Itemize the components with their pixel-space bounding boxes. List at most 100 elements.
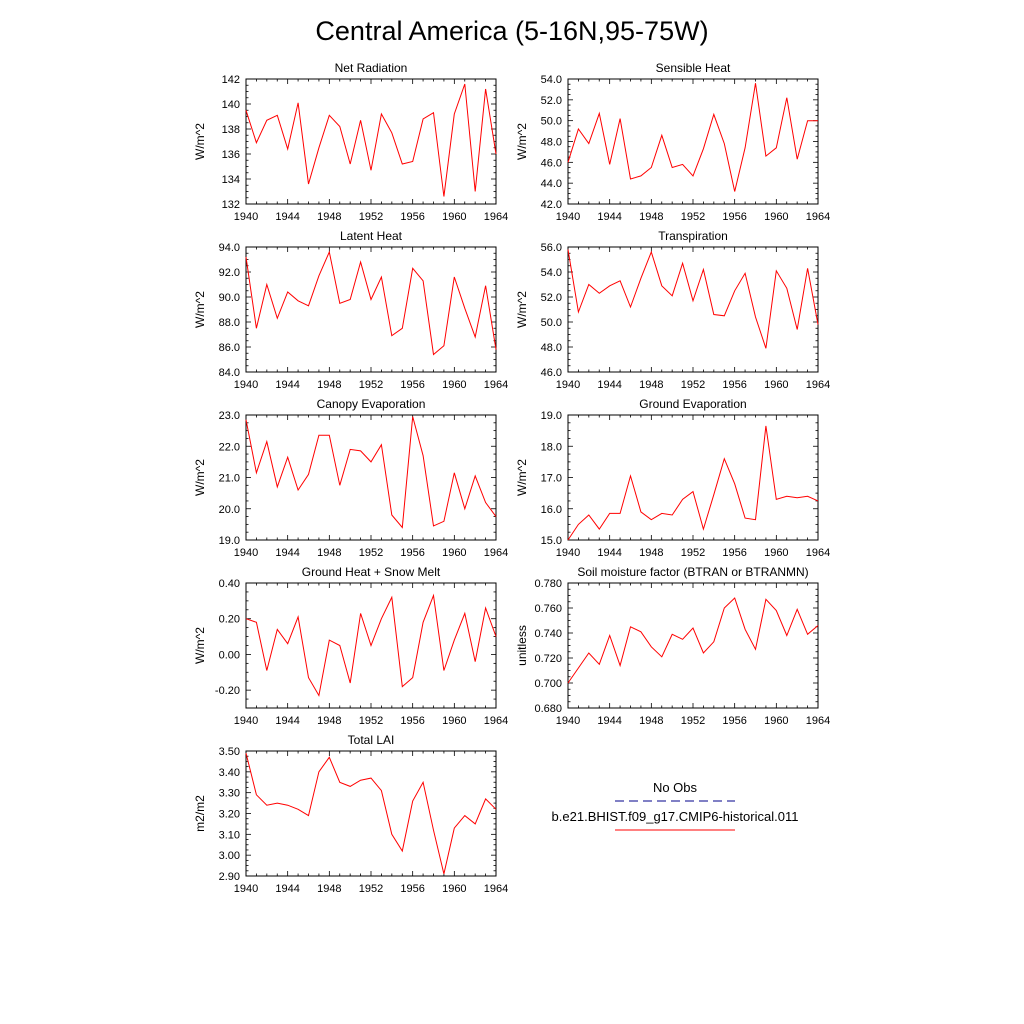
x-tick-label: 1940 xyxy=(234,883,258,895)
x-tick-label: 1960 xyxy=(764,211,788,223)
y-axis-label: m2/m2 xyxy=(193,795,207,832)
y-tick-label: 134 xyxy=(222,174,240,186)
chart-panel-8: Soil moisture factor (BTRAN or BTRANMN) u… xyxy=(515,565,830,727)
y-tick-label: 50.0 xyxy=(541,116,562,128)
y-tick-label: 15.0 xyxy=(541,535,562,547)
x-tick-label: 1952 xyxy=(359,547,383,559)
x-tick-label: 1960 xyxy=(442,715,466,727)
x-tick-label: 1940 xyxy=(234,379,258,391)
x-tick-label: 1940 xyxy=(556,211,580,223)
x-tick-label: 1944 xyxy=(275,883,299,895)
y-tick-label: 19.0 xyxy=(219,535,240,547)
chart-panel-3: Latent Heat W/m^2 1940 1944 1948 1952 1956 1960… xyxy=(193,229,508,391)
y-tick-label: 16.0 xyxy=(541,504,562,516)
y-tick-label: 94.0 xyxy=(219,242,240,254)
y-tick-label: 46.0 xyxy=(541,157,562,169)
y-tick-label: 3.50 xyxy=(219,746,240,758)
plot-frame xyxy=(567,414,819,541)
x-tick-label: 1952 xyxy=(681,547,705,559)
plot-frame xyxy=(245,414,497,541)
chart-panel-7: Ground Heat + Snow Melt W/m^2 1940 1944 1948… xyxy=(193,565,508,727)
y-tick-label: 21.0 xyxy=(219,473,240,485)
y-tick-label: 0.20 xyxy=(219,614,240,626)
x-tick-label: 1944 xyxy=(275,715,299,727)
y-tick-label: 88.0 xyxy=(219,317,240,329)
chart-panel-5: Canopy Evaporation W/m^2 1940 1944 1948 1952 1… xyxy=(193,397,508,559)
x-tick-label: 1964 xyxy=(806,211,830,223)
y-tick-label: 48.0 xyxy=(541,137,562,149)
x-tick-label: 1960 xyxy=(764,379,788,391)
y-axis-label: unitless xyxy=(515,625,529,666)
x-tick-label: 1944 xyxy=(597,211,621,223)
y-tick-label: 136 xyxy=(222,149,240,161)
x-tick-label: 1940 xyxy=(556,379,580,391)
y-tick-label: 0.00 xyxy=(219,649,240,661)
x-tick-label: 1948 xyxy=(317,883,341,895)
x-tick-label: 1952 xyxy=(359,883,383,895)
x-tick-label: 1964 xyxy=(484,547,508,559)
x-tick-label: 1964 xyxy=(484,715,508,727)
y-tick-label: 54.0 xyxy=(541,74,562,86)
y-tick-label: 0.700 xyxy=(534,678,562,690)
x-tick-label: 1956 xyxy=(400,883,424,895)
y-tick-label: 54.0 xyxy=(541,267,562,279)
x-tick-label: 1964 xyxy=(484,379,508,391)
series-line xyxy=(245,250,497,356)
y-axis-label: W/m^2 xyxy=(193,123,207,160)
x-tick-label: 1952 xyxy=(359,715,383,727)
chart-panel-2: Sensible Heat W/m^2 1940 1944 1948 1952 1956 19… xyxy=(515,61,830,223)
x-tick-label: 1952 xyxy=(359,379,383,391)
legend-label: b.e21.BHIST.f09_g17.CMIP6-historical.011 xyxy=(552,809,799,824)
x-tick-label: 1956 xyxy=(722,547,746,559)
y-tick-label: 0.40 xyxy=(219,578,240,590)
x-tick-label: 1952 xyxy=(681,379,705,391)
chart-panel-1: Net Radiation W/m^2 1940 1944 1948 1952 1956 19… xyxy=(193,61,508,223)
x-tick-label: 1952 xyxy=(681,715,705,727)
panel-title: Total LAI xyxy=(348,733,395,747)
panel-title: Ground Evaporation xyxy=(639,397,746,411)
y-tick-label: 46.0 xyxy=(541,367,562,379)
x-tick-label: 1960 xyxy=(442,547,466,559)
x-tick-label: 1948 xyxy=(639,547,663,559)
y-tick-label: 20.0 xyxy=(219,504,240,516)
plot-frame xyxy=(245,78,497,205)
x-tick-label: 1964 xyxy=(806,547,830,559)
x-tick-label: 1956 xyxy=(400,379,424,391)
plot-frame xyxy=(245,246,497,373)
y-tick-label: 132 xyxy=(222,199,240,211)
x-tick-label: 1964 xyxy=(806,715,830,727)
x-tick-label: 1948 xyxy=(639,715,663,727)
y-tick-label: 42.0 xyxy=(541,199,562,211)
x-tick-label: 1940 xyxy=(234,547,258,559)
y-tick-label: 3.30 xyxy=(219,788,240,800)
y-axis-label: W/m^2 xyxy=(515,291,529,328)
legend: No Obs b.e21.BHIST.f09_g17.CMIP6-historic… xyxy=(552,780,799,831)
x-tick-label: 1944 xyxy=(597,379,621,391)
x-tick-label: 1944 xyxy=(275,211,299,223)
legend-label: No Obs xyxy=(653,780,698,795)
y-tick-label: 3.00 xyxy=(219,850,240,862)
x-tick-label: 1948 xyxy=(317,547,341,559)
x-tick-label: 1956 xyxy=(400,715,424,727)
chart-panel-6: Ground Evaporation W/m^2 1940 1944 1948 1952 1… xyxy=(515,397,830,559)
y-tick-label: 140 xyxy=(222,99,240,111)
panel-title: Canopy Evaporation xyxy=(317,397,426,411)
y-tick-label: 44.0 xyxy=(541,178,562,190)
x-tick-label: 1940 xyxy=(556,715,580,727)
y-axis-label: W/m^2 xyxy=(515,123,529,160)
x-tick-label: 1952 xyxy=(359,211,383,223)
y-tick-label: 18.0 xyxy=(541,441,562,453)
x-tick-label: 1956 xyxy=(722,211,746,223)
x-tick-label: 1960 xyxy=(764,547,788,559)
panel-title: Net Radiation xyxy=(335,61,408,75)
series-line xyxy=(245,416,497,529)
series-line xyxy=(245,83,497,197)
x-tick-label: 1960 xyxy=(442,379,466,391)
panel-title: Soil moisture factor (BTRAN or BTRANMN) xyxy=(577,565,808,579)
y-tick-label: 0.760 xyxy=(534,603,562,615)
series-line xyxy=(245,752,497,875)
y-tick-label: 17.0 xyxy=(541,473,562,485)
series-line xyxy=(567,425,819,541)
x-tick-label: 1944 xyxy=(275,379,299,391)
